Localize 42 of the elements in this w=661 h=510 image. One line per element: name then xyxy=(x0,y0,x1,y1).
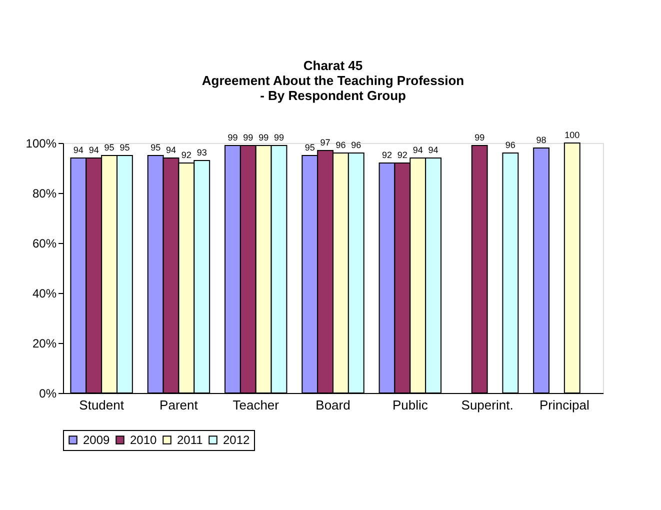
data-label: 99 xyxy=(228,132,238,142)
x-tick-label: Student xyxy=(79,398,124,412)
legend-label: 2010 xyxy=(130,433,158,447)
data-label: 96 xyxy=(351,140,362,150)
legend-label: 2011 xyxy=(177,433,204,447)
data-label: 99 xyxy=(258,132,269,142)
data-label: 95 xyxy=(150,142,161,152)
data-label: 100 xyxy=(564,130,580,140)
data-label: 92 xyxy=(397,150,408,160)
data-label: 95 xyxy=(104,142,114,152)
data-label: 95 xyxy=(120,142,130,152)
y-tick-label: 60% xyxy=(32,236,57,250)
data-label: 93 xyxy=(196,148,207,158)
x-tick-label: Superint. xyxy=(461,398,514,412)
y-tick-label: 20% xyxy=(32,336,57,350)
y-tick-label: 40% xyxy=(32,286,57,300)
data-label: 98 xyxy=(536,135,546,145)
chart-title: Charat 45 Agreement About the Teaching Profession - By Respondent Group xyxy=(202,58,464,103)
x-tick-label: Principal xyxy=(540,398,590,412)
data-label: 94 xyxy=(73,145,84,155)
data-label: 92 xyxy=(181,150,192,160)
data-label: 92 xyxy=(382,150,392,160)
data-label: 94 xyxy=(166,145,176,155)
x-tick-label: Public xyxy=(392,398,428,412)
data-label: 94 xyxy=(412,145,423,155)
data-label: 99 xyxy=(474,132,485,142)
legend-label: 2012 xyxy=(223,433,250,447)
x-tick-label: Teacher xyxy=(232,398,280,412)
data-label: 97 xyxy=(320,138,330,148)
data-label: 99 xyxy=(274,132,284,142)
y-tick-label: 100% xyxy=(26,136,57,150)
legend-label: 2009 xyxy=(83,433,110,447)
data-label: 96 xyxy=(336,140,346,150)
data-label: 94 xyxy=(88,145,99,155)
data-label: 95 xyxy=(304,142,315,152)
data-label: 99 xyxy=(243,132,254,142)
x-tick-label: Board xyxy=(316,398,350,412)
y-tick-label: 0% xyxy=(39,386,57,400)
data-label: 96 xyxy=(505,140,516,150)
x-tick-label: Parent xyxy=(160,398,198,412)
data-label: 94 xyxy=(428,145,438,155)
y-tick-label: 80% xyxy=(32,186,57,200)
